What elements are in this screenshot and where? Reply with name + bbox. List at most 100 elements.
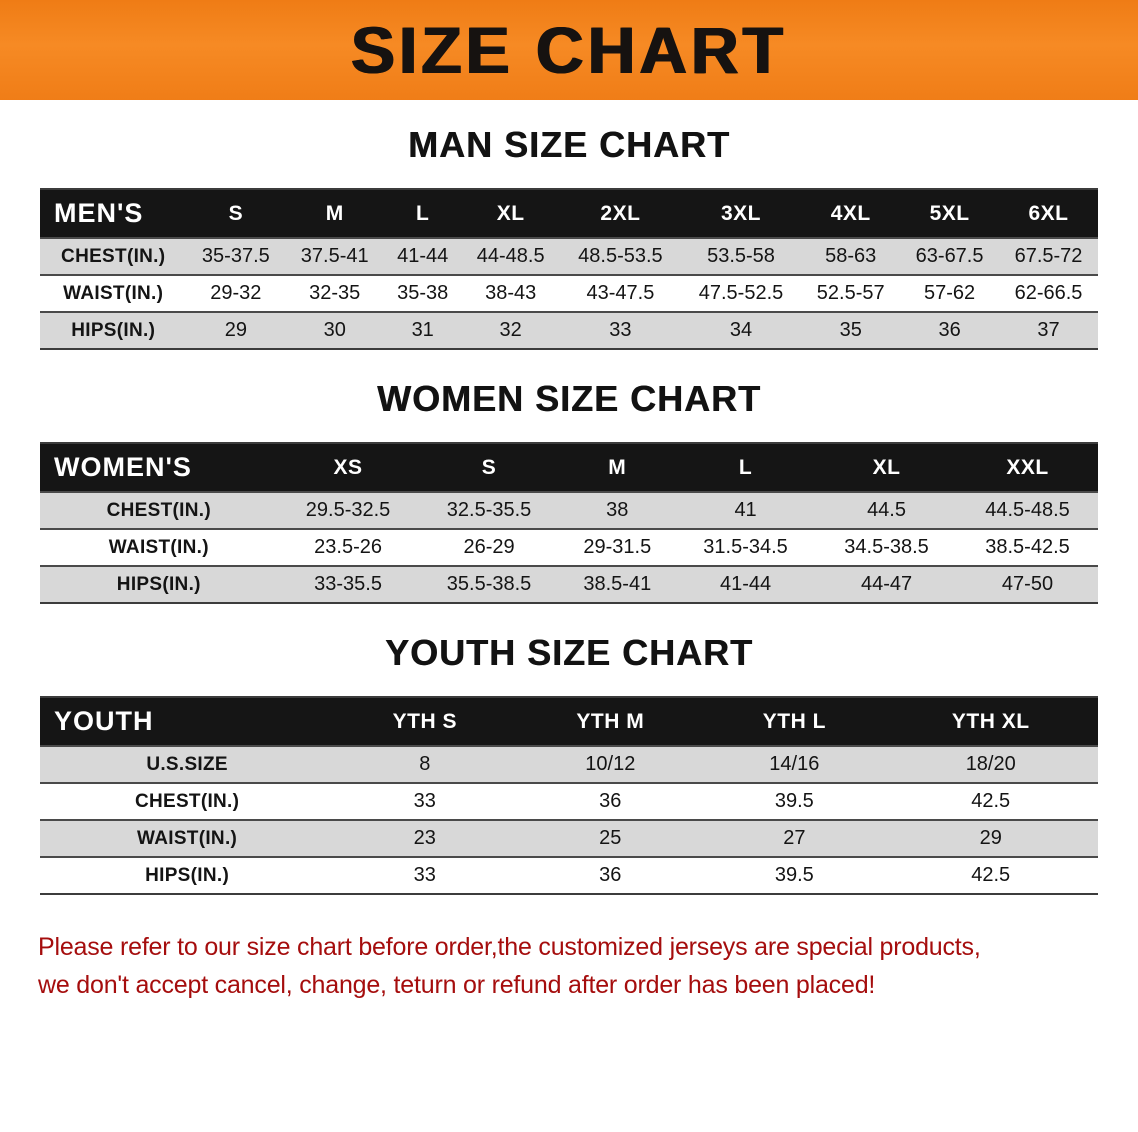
measurement-cell: 48.5-53.5 bbox=[578, 245, 663, 267]
measurement-cell: 25 bbox=[599, 827, 622, 849]
man-size-heading: MAN SIZE CHART bbox=[408, 124, 730, 165]
measurement-cell: 37 bbox=[1037, 319, 1060, 341]
measurement-cell: 35-38 bbox=[397, 282, 449, 304]
size-column-header: S bbox=[481, 455, 497, 479]
measurement-cell: 8 bbox=[419, 753, 431, 775]
measurement-cell: 33-35.5 bbox=[314, 573, 382, 595]
measurement-cell: 42.5 bbox=[971, 864, 1011, 886]
measurement-cell: 29 bbox=[224, 319, 247, 341]
measurement-cell: 47-50 bbox=[1001, 573, 1054, 595]
measurement-row: CHEST(IN.) 33 36 39.5 42.5 bbox=[40, 783, 1098, 820]
youth-size-heading: YOUTH SIZE CHART bbox=[384, 632, 753, 673]
measurement-cell: 67.5-72 bbox=[1014, 245, 1083, 267]
measurement-cell: 34.5-38.5 bbox=[844, 536, 929, 558]
row-label: CHEST(IN.) bbox=[106, 499, 211, 521]
measurement-row: WAIST(IN.) 23.5-26 26-29 29-31.5 31.5-34.5 34… bbox=[40, 529, 1098, 566]
measurement-cell: 23 bbox=[413, 827, 436, 849]
measurement-cell: 34 bbox=[729, 319, 753, 341]
measurement-cell: 29 bbox=[979, 827, 1002, 849]
measurement-cell: 26-29 bbox=[463, 536, 515, 558]
table-header-row: MEN'S S M L XL 2XL 3XL 4XL 5XL 6XL bbox=[40, 189, 1098, 238]
measurement-cell: 58-63 bbox=[825, 245, 877, 267]
table-header-row: WOMEN'S XS S M L XL XXL bbox=[40, 443, 1098, 492]
measurement-cell: 36 bbox=[599, 790, 622, 812]
row-label: CHEST(IN.) bbox=[61, 245, 166, 267]
measurement-cell: 33 bbox=[609, 319, 632, 341]
measurement-cell: 32 bbox=[499, 319, 522, 341]
size-chart-banner: SIZE CHART bbox=[0, 0, 1138, 100]
size-column-header: XL bbox=[872, 455, 901, 479]
measurement-cell: 38.5-41 bbox=[583, 573, 652, 595]
row-label: CHEST(IN.) bbox=[134, 790, 240, 812]
measurement-cell: 29-32 bbox=[210, 282, 262, 304]
size-column-header: YTH L bbox=[762, 709, 826, 733]
measurement-row: WAIST(IN.) 29-32 32-35 35-38 38-43 43-47.5 47.… bbox=[40, 275, 1098, 312]
size-column-header: L bbox=[416, 201, 430, 225]
measurement-cell: 47.5-52.5 bbox=[698, 282, 784, 304]
measurement-cell: 44-47 bbox=[860, 573, 913, 595]
size-column-header: M bbox=[325, 201, 344, 225]
measurement-cell: 39.5 bbox=[774, 790, 814, 812]
measurement-cell: 33 bbox=[413, 790, 436, 812]
row-label: WAIST(IN.) bbox=[137, 827, 238, 849]
measurement-cell: 32-35 bbox=[309, 282, 361, 304]
measurement-cell: 35 bbox=[839, 319, 862, 341]
measurement-cell: 18/20 bbox=[965, 753, 1016, 775]
row-label: U.S.SIZE bbox=[146, 753, 228, 775]
measurement-row: CHEST(IN.) 29.5-32.5 32.5-35.5 38 41 44.5 44.5… bbox=[40, 492, 1098, 529]
row-label: WAIST(IN.) bbox=[63, 282, 164, 304]
measurement-cell: 43-47.5 bbox=[586, 282, 655, 304]
measurement-cell: 30 bbox=[323, 319, 346, 341]
measurement-cell: 41-44 bbox=[397, 245, 449, 267]
measurement-cell: 38 bbox=[606, 499, 629, 521]
youth-size-table: YOUTH YTH S YTH M YTH L YTH XL U.S.SIZE 8 10/12… bbox=[40, 696, 1098, 895]
measurement-cell: 53.5-58 bbox=[707, 245, 775, 267]
measurement-cell: 37.5-41 bbox=[300, 245, 369, 267]
youth-size-section: YOUTH SIZE CHART YOUTH YTH S YTH M YTH L YTH… bbox=[0, 632, 1138, 895]
size-column-header: M bbox=[608, 455, 627, 479]
measurement-cell: 10/12 bbox=[585, 753, 636, 775]
size-column-header: XS bbox=[333, 455, 363, 479]
measurement-row: WAIST(IN.) 23 25 27 29 bbox=[40, 820, 1098, 857]
measurement-row: HIPS(IN.) 33 36 39.5 42.5 bbox=[40, 857, 1098, 894]
women-size-heading: WOMEN SIZE CHART bbox=[377, 378, 761, 419]
size-column-header: 6XL bbox=[1028, 201, 1069, 225]
measurement-cell: 36 bbox=[599, 864, 622, 886]
measurement-cell: 38.5-42.5 bbox=[985, 536, 1070, 558]
table-header-row: YOUTH YTH S YTH M YTH L YTH XL bbox=[40, 697, 1098, 746]
measurement-cell: 27 bbox=[783, 827, 806, 849]
size-column-header: XL bbox=[496, 201, 525, 225]
order-policy-line-2: we don't accept cancel, change, teturn o… bbox=[38, 970, 876, 999]
measurement-cell: 35.5-38.5 bbox=[446, 573, 532, 595]
women-size-section: WOMEN SIZE CHART WOMEN'S XS S M L XL XXL CHEST(… bbox=[0, 378, 1138, 604]
banner-title: SIZE CHART bbox=[351, 13, 787, 87]
measurement-row: CHEST(IN.) 35-37.5 37.5-41 41-44 44-48.5 48.5… bbox=[40, 238, 1098, 275]
size-column-header: 3XL bbox=[720, 201, 761, 225]
measurement-row: HIPS(IN.) 29 30 31 32 33 34 35 36 37 bbox=[40, 312, 1098, 349]
measurement-cell: 38-43 bbox=[485, 282, 537, 304]
table-group-label: WOMEN'S bbox=[54, 452, 192, 482]
measurement-cell: 42.5 bbox=[971, 790, 1011, 812]
order-policy-note: Please refer to our size chart before or… bbox=[38, 929, 1100, 1004]
table-group-label: MEN'S bbox=[54, 198, 144, 228]
row-label: HIPS(IN.) bbox=[71, 319, 156, 341]
row-label: HIPS(IN.) bbox=[116, 573, 201, 595]
measurement-cell: 31.5-34.5 bbox=[703, 536, 788, 558]
size-column-header: L bbox=[738, 455, 753, 479]
measurement-cell: 44.5 bbox=[867, 499, 906, 521]
measurement-cell: 29-31.5 bbox=[583, 536, 652, 558]
measurement-cell: 41-44 bbox=[719, 573, 772, 595]
size-column-header: YTH XL bbox=[951, 709, 1030, 733]
women-size-table: WOMEN'S XS S M L XL XXL CHEST(IN.) 29.5-32.5 32.5… bbox=[40, 442, 1098, 604]
measurement-cell: 29.5-32.5 bbox=[305, 499, 391, 521]
row-label: WAIST(IN.) bbox=[108, 536, 209, 558]
measurement-cell: 14/16 bbox=[769, 753, 820, 775]
measurement-cell: 63-67.5 bbox=[915, 245, 984, 267]
man-size-table: MEN'S S M L XL 2XL 3XL 4XL 5XL 6XL CHEST(IN.) 35-37… bbox=[40, 188, 1098, 350]
measurement-cell: 62-66.5 bbox=[1014, 282, 1083, 304]
measurement-cell: 39.5 bbox=[774, 864, 814, 886]
size-column-header: XXL bbox=[1006, 455, 1049, 479]
size-column-header: S bbox=[228, 201, 244, 225]
size-column-header: 4XL bbox=[830, 201, 871, 225]
man-size-section: MAN SIZE CHART MEN'S S M L XL 2XL 3XL 4XL 5XL 6XL… bbox=[0, 124, 1138, 350]
